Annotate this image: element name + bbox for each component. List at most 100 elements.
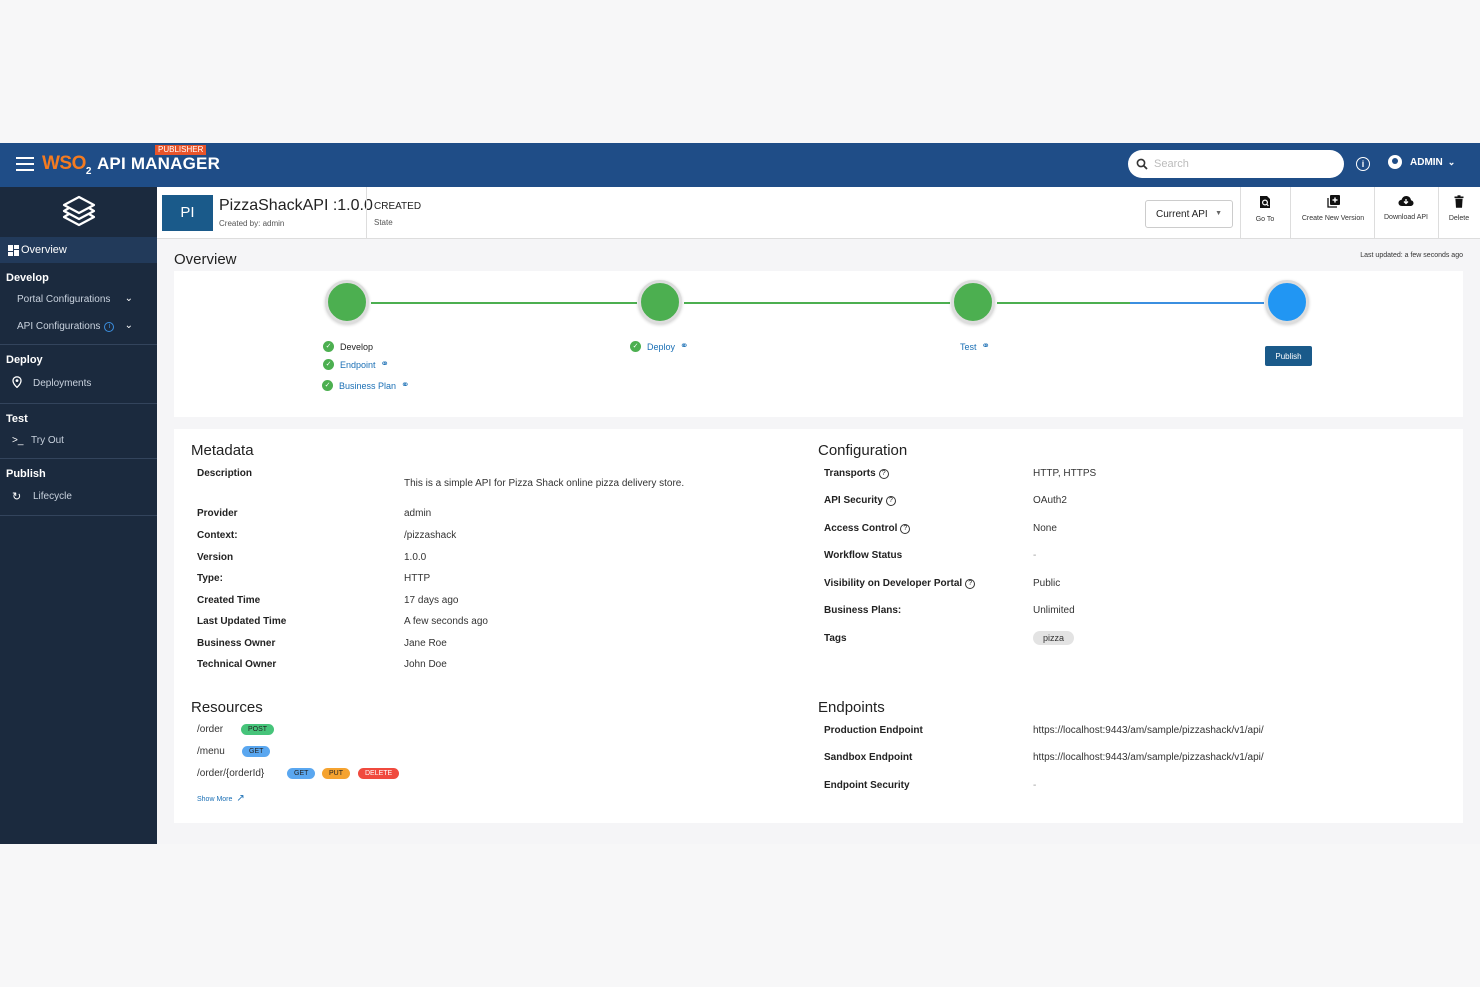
method-badge-post: POST [241,724,275,735]
metadata-value: 17 days ago [404,595,459,606]
sidebar-item-label: Lifecycle [33,491,72,502]
sidebar-item-portal-configurations[interactable]: Portal Configurations ⌄ [0,288,157,311]
step-endpoint-link[interactable]: ✓ Endpoint ⚭ [323,359,389,370]
endpoint-label: Endpoint Security [824,780,910,791]
api-layers-icon[interactable] [0,187,157,237]
step-connector [684,302,950,304]
sidebar-item-deployments[interactable]: Deployments [0,370,157,397]
step-test-label: Test [960,341,977,352]
help-icon[interactable]: ? [878,468,889,479]
link-icon: ⚭ [981,341,990,352]
search-box[interactable] [1128,150,1344,178]
sidebar-item-label: API Configurations [17,321,101,332]
step-develop: ✓ Develop [323,341,373,352]
search-icon [1136,158,1148,170]
metadata-label: Context: [197,530,238,541]
sidebar-item-lifecycle[interactable]: ↻ Lifecycle [0,484,157,509]
configuration-title: Configuration [818,442,908,459]
show-more-label: Show More [197,796,233,803]
show-more-link[interactable]: Show More ↗ [197,793,245,804]
divider [366,187,367,239]
search-input[interactable] [1154,158,1324,170]
tag-chip[interactable]: pizza [1033,631,1075,645]
sidebar-item-label: Deployments [33,378,92,389]
endpoint-value: - [1033,780,1037,791]
publish-button[interactable]: Publish [1265,346,1312,366]
metadata-label: Version [197,552,234,563]
download-api-label: Download API [1384,214,1428,221]
metadata-title: Metadata [191,442,254,459]
step-endpoint-label: Endpoint [340,359,376,370]
method-badge-get: GET [242,746,271,757]
method-badge-delete: DELETE [358,768,400,779]
metadata-value: This is a simple API for Pizza Shack onl… [404,478,685,489]
help-icon[interactable]: ? [965,578,976,589]
step-test-link[interactable]: Test ⚭ [960,341,990,352]
config-value: Public [1033,578,1061,589]
chevron-down-icon: ⌄ [124,320,133,331]
step-deploy-link[interactable]: ✓ Deploy ⚭ [630,341,688,352]
divider [1438,187,1439,239]
api-thumbnail[interactable]: PI [162,195,213,231]
config-value: None [1033,523,1057,534]
config-value: HTTP, HTTPS [1033,468,1097,479]
endpoints-title: Endpoints [818,699,885,716]
sidebar-item-try-out[interactable]: >_ Try Out [0,429,157,452]
trash-icon [1445,195,1473,211]
sidebar-item-api-configurations[interactable]: API Configurations i ⌄ [0,311,157,338]
config-label: Business Plans: [824,605,902,616]
step-connector [371,302,637,304]
config-value: - [1033,550,1037,561]
create-new-version-label: Create New Version [1301,215,1365,222]
dropdown-arrow-icon: ▼ [1215,210,1222,217]
lifecycle-overview-card: ✓ Develop ✓ Endpoint ⚭ ✓ Business Plan ⚭… [174,271,1463,417]
create-new-version-button[interactable]: Create New Version [1295,195,1371,222]
metadata-value: HTTP [404,573,431,584]
go-to-button[interactable]: Go To [1249,195,1281,223]
info-icon[interactable]: i [1356,157,1370,171]
config-label: Access Control? [824,523,911,534]
api-created-by: Created by: admin [219,219,285,228]
divider [1240,187,1241,239]
sidebar-item-label: Overview [21,244,67,256]
divider [0,403,157,404]
api-header-bar: PI PizzaShackAPI :1.0.0 Created by: admi… [157,187,1480,239]
info-icon: i [104,321,115,332]
user-menu[interactable]: ADMIN ⌄ [1388,155,1455,169]
download-api-button[interactable]: Download API [1379,195,1433,221]
divider [1290,187,1291,239]
help-icon[interactable]: ? [900,523,911,534]
metadata-label: Description [197,468,253,479]
chevron-down-icon: ⌄ [124,293,133,304]
api-manager-app: WSO2 API MANAGER PUBLISHER i ADMIN ⌄ Ove… [0,143,1480,844]
delete-button[interactable]: Delete [1445,195,1473,222]
menu-icon[interactable] [16,157,34,171]
divider [0,458,157,459]
logo-wso2-text: WSO2 [42,153,91,177]
version-select[interactable]: Current API ▼ [1145,200,1233,228]
resource-path: /order [197,724,224,735]
help-icon[interactable]: ? [885,495,896,506]
step-publish-indicator [1265,280,1309,324]
account-icon [1388,155,1402,169]
check-circle-icon: ✓ [322,380,333,391]
method-badge-get: GET [287,768,316,779]
version-select-value: Current API [1156,208,1208,220]
check-circle-icon: ✓ [630,341,641,352]
link-icon: ⚭ [680,341,689,352]
sidebar-section-deploy: Deploy [6,354,43,366]
chevron-down-icon: ⌄ [1447,156,1456,167]
step-business-plan-link[interactable]: ✓ Business Plan ⚭ [322,380,409,391]
sidebar-item-label: Try Out [31,435,64,446]
config-label: Workflow Status [824,550,903,561]
sidebar-item-overview[interactable]: Overview [0,237,157,263]
lifecycle-state-label: State [374,218,393,227]
sidebar-section-publish: Publish [6,468,46,480]
wso2-logo[interactable]: WSO2 API MANAGER [42,153,220,177]
sidebar-section-develop: Develop [6,272,49,284]
metadata-label: Business Owner [197,638,276,649]
metadata-label: Provider [197,508,238,519]
metadata-value: John Doe [404,659,447,670]
publisher-badge: PUBLISHER [155,145,207,155]
config-label: Tags [824,633,847,644]
